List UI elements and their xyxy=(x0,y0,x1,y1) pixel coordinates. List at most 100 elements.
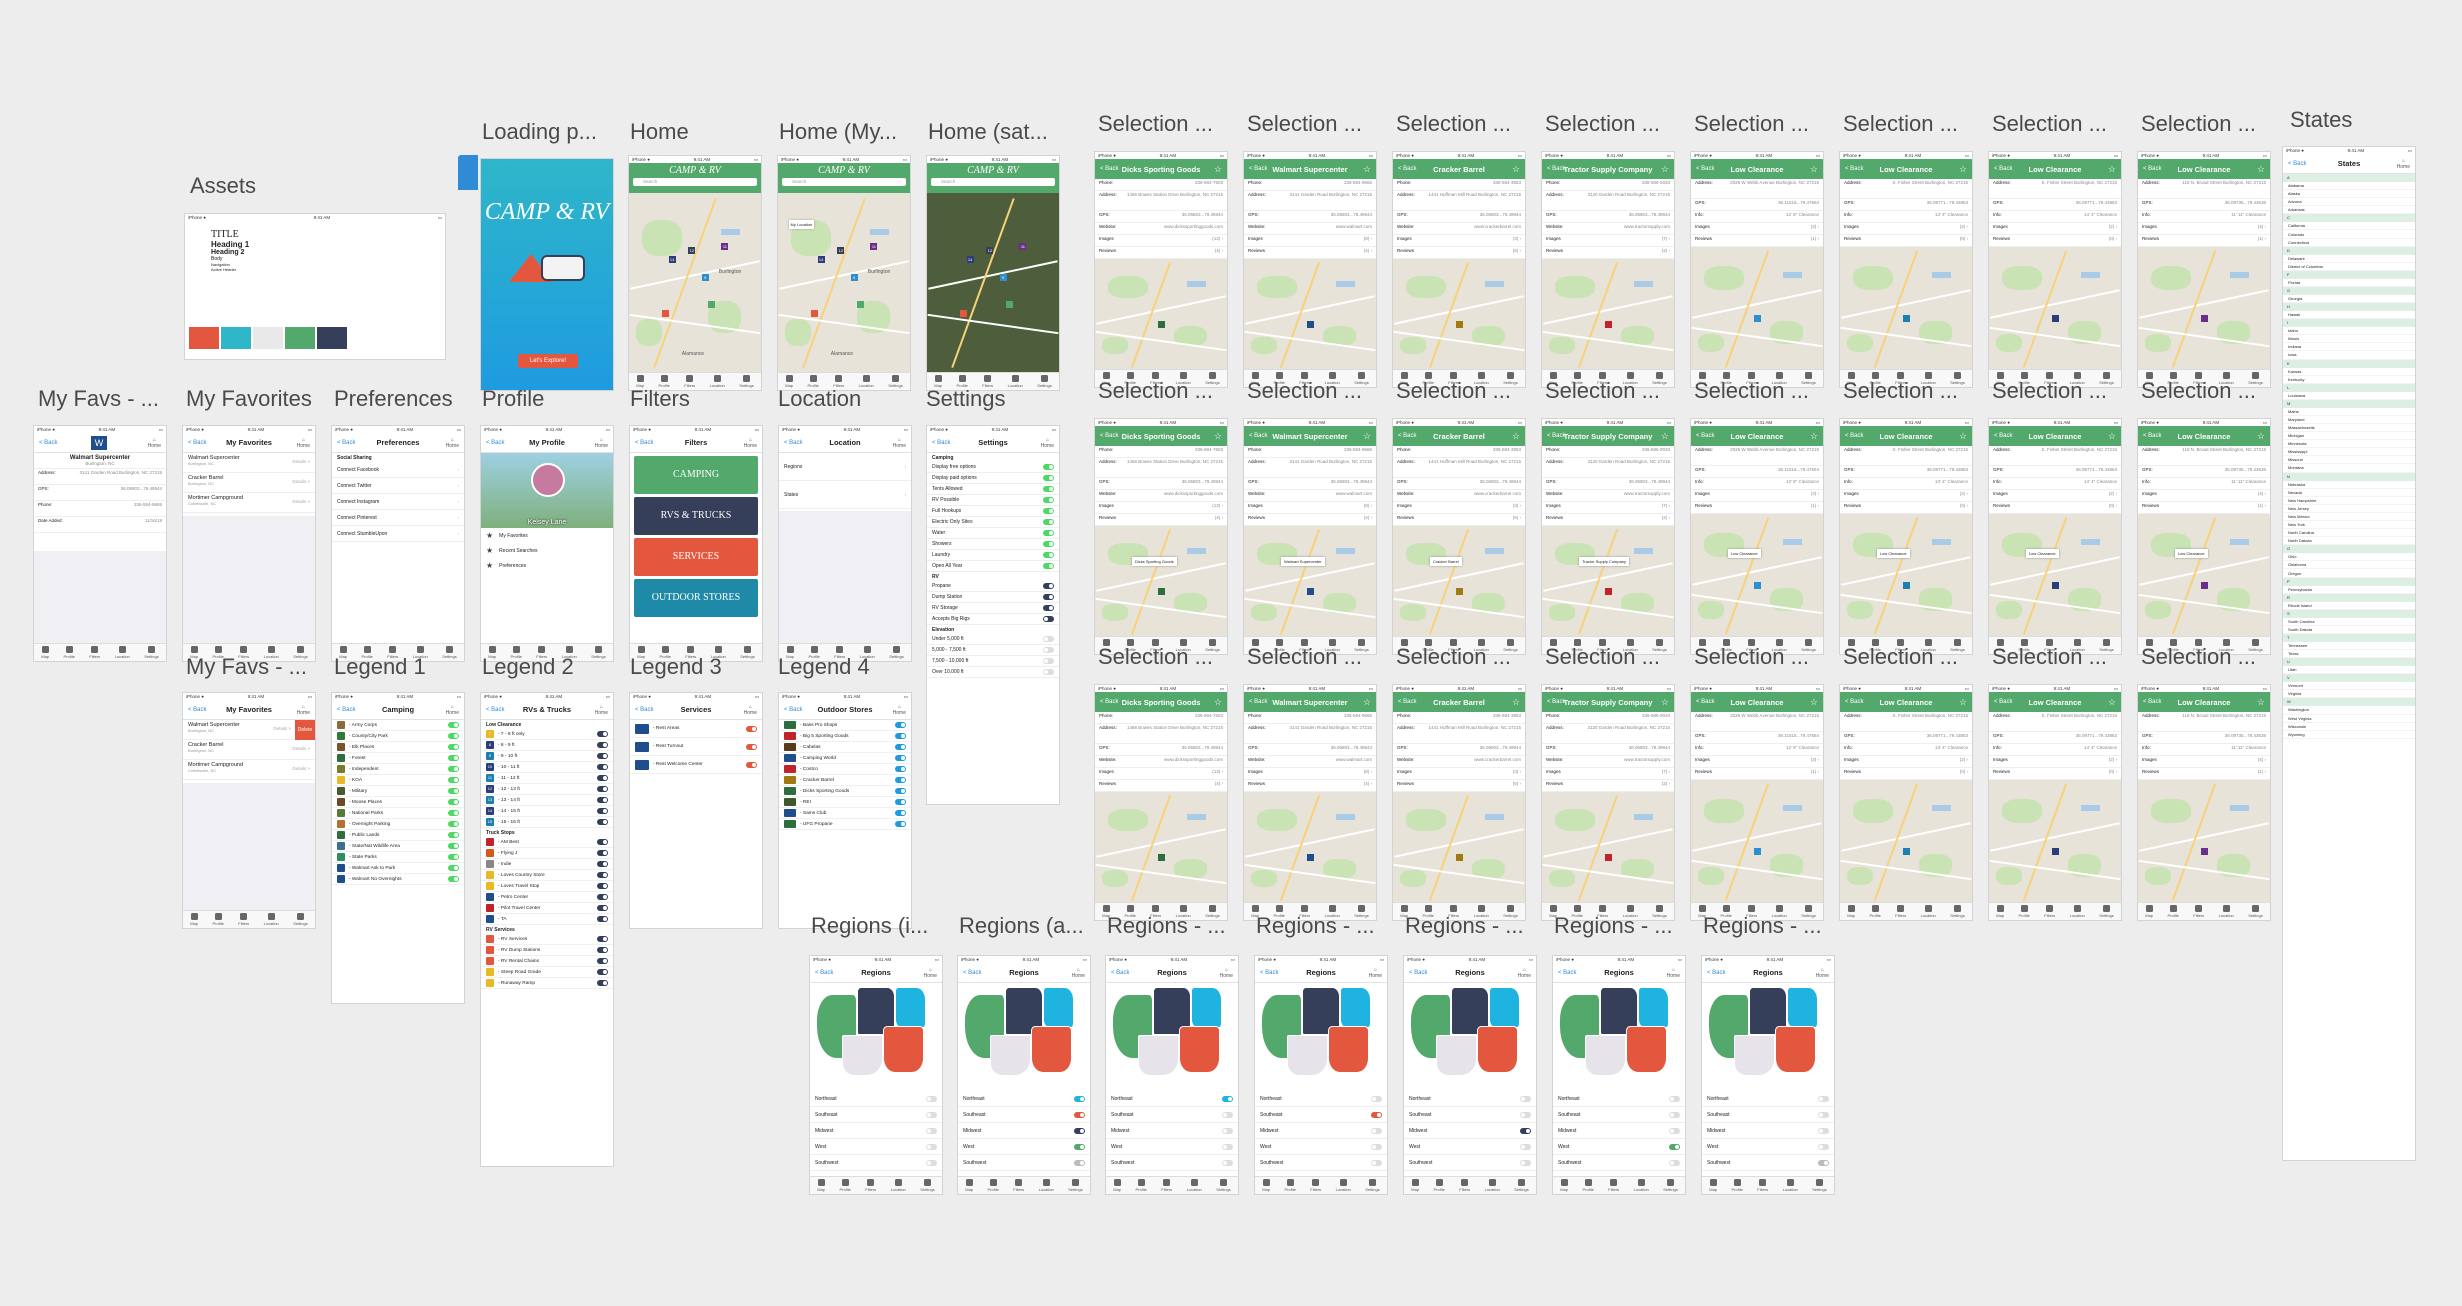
home-button[interactable]: ⌂ Home xyxy=(924,967,937,979)
home-artboard[interactable]: iPhone ● 9:41 AM ▭ CAMP & RV Search 14 12 9 11 Bu… xyxy=(628,155,762,391)
tab-map[interactable]: Map xyxy=(1549,905,1557,918)
artboard-label[interactable]: Selection ... xyxy=(1992,378,2107,403)
details-link[interactable]: Details > xyxy=(292,479,310,484)
detail-row[interactable]: GPS: 36.09735...79.43636 xyxy=(2138,466,2270,478)
detail-row[interactable]: Website: www.walmart.com xyxy=(1244,223,1376,235)
tab-profile[interactable]: Profile xyxy=(212,913,224,926)
map-pin[interactable] xyxy=(1903,848,1911,856)
tab-settings[interactable]: Settings xyxy=(1652,905,1667,918)
tab-settings[interactable]: Settings xyxy=(1365,1179,1380,1192)
selection-artboard[interactable]: iPhone ● 9:41 AM ▭ < Back Low Clearance ☆ Addr… xyxy=(1690,684,1824,921)
detail-row[interactable]: GPS: 36.06803...79.49944 xyxy=(1542,211,1674,223)
star-icon[interactable]: ☆ xyxy=(2107,430,2116,441)
toggle-switch[interactable] xyxy=(895,799,906,805)
toggle-switch[interactable] xyxy=(597,916,608,922)
back-button[interactable]: < Back xyxy=(635,439,654,446)
detail-row[interactable]: Info: 12' 8" Clearance xyxy=(1691,211,1823,223)
tab-map[interactable]: Map xyxy=(1251,905,1259,918)
map-view[interactable] xyxy=(1840,780,1972,904)
tab-profile[interactable]: Profile xyxy=(1273,372,1285,385)
tab-location[interactable]: Location xyxy=(1772,905,1787,918)
detail-row[interactable]: Reviews (1) › xyxy=(2138,502,2270,514)
tab-map[interactable]: Map xyxy=(1251,372,1259,385)
tab-settings[interactable]: Settings xyxy=(740,646,755,659)
state-item[interactable]: Colorado xyxy=(2283,230,2415,239)
home-button[interactable]: ⌂ Home xyxy=(1072,967,1085,979)
region-southeast[interactable] xyxy=(883,1025,924,1074)
tab-settings[interactable]: Settings xyxy=(2248,639,2263,652)
back-button[interactable]: < Back xyxy=(1994,166,2013,172)
tab-settings[interactable]: Settings xyxy=(2248,372,2263,385)
star-icon[interactable]: ☆ xyxy=(1362,696,1371,707)
tab-location[interactable]: Location xyxy=(891,1179,906,1192)
back-button[interactable]: < Back xyxy=(1249,699,1268,705)
detail-row[interactable]: Info: 14' 4" Clearance xyxy=(1989,211,2121,223)
map-view[interactable] xyxy=(1840,247,1972,371)
toggle-switch[interactable] xyxy=(1043,583,1054,589)
tab-map[interactable]: Map xyxy=(965,1179,973,1192)
detail-row[interactable]: Reviews (5) › xyxy=(1393,514,1525,526)
tab-profile[interactable]: Profile xyxy=(658,375,670,388)
back-button[interactable]: < Back xyxy=(963,969,982,976)
tab-location[interactable]: Location xyxy=(1474,372,1489,385)
detail-row[interactable]: Reviews (1) › xyxy=(1691,235,1823,247)
state-item[interactable]: Massachusetts xyxy=(2283,424,2415,433)
tab-location[interactable]: Location xyxy=(2219,372,2234,385)
selection-artboard[interactable]: iPhone ● 9:41 AM ▭ < Back Low Clearance ☆ Addr… xyxy=(1690,151,1824,388)
map-pin[interactable] xyxy=(1754,848,1762,856)
region-west[interactable] xyxy=(816,994,857,1059)
tab-map[interactable]: Map xyxy=(1560,1179,1568,1192)
artboard-label[interactable]: Legend 2 xyxy=(482,654,574,679)
detail-row[interactable]: Phone: 336-584-7603 xyxy=(1095,446,1227,458)
profile-menu-item[interactable]: ★ Recent Searches xyxy=(481,543,613,558)
regions-artboard[interactable]: iPhone ● 9:41 AM ▭ < Back Regions ⌂ Home Northe… xyxy=(1701,955,1835,1195)
state-item[interactable]: Iowa xyxy=(2283,351,2415,360)
back-button[interactable]: < Back xyxy=(1547,166,1566,172)
detail-row[interactable]: Website: www.tractorsupply.com xyxy=(1542,490,1674,502)
my-favorites-artboard[interactable]: iPhone ● 9:41 AM ▭ < Back My Favorites ⌂ Home W… xyxy=(182,425,316,662)
back-button[interactable]: < Back xyxy=(815,969,834,976)
location-artboard[interactable]: iPhone ● 9:41 AM ▭ < Back Location ⌂ Home Regio… xyxy=(778,425,912,662)
tab-filters[interactable]: Filters xyxy=(1746,639,1757,652)
tab-map[interactable]: Map xyxy=(786,646,794,659)
toggle-switch[interactable] xyxy=(1043,605,1054,611)
tab-settings[interactable]: Settings xyxy=(1354,639,1369,652)
tab-profile[interactable]: Profile xyxy=(1571,639,1583,652)
back-button[interactable]: < Back xyxy=(1696,699,1715,705)
toggle-switch[interactable] xyxy=(1043,647,1054,653)
detail-row[interactable]: GPS: 36.09771...79.43863 xyxy=(1840,466,1972,478)
detail-row[interactable]: GPS: 36.06803...79.49944 xyxy=(1393,744,1525,756)
map-pin[interactable] xyxy=(1456,320,1464,328)
toggle-switch[interactable] xyxy=(1043,658,1054,664)
detail-row[interactable]: Website: www.dickssportinggoods.com xyxy=(1095,756,1227,768)
state-item[interactable]: Virginia xyxy=(2283,690,2415,699)
detail-row[interactable]: Address: S. Fisher Street Burlington, NC … xyxy=(1989,712,2121,732)
filter-card[interactable]: RVS & TRUCKS xyxy=(634,497,758,535)
toggle-switch[interactable] xyxy=(746,761,757,768)
detail-row[interactable]: Address: 118 N. Broad Street Burlington, … xyxy=(2138,179,2270,199)
region-southeast[interactable] xyxy=(1775,1025,1816,1074)
detail-row[interactable]: Images (3) › xyxy=(1393,768,1525,780)
detail-row[interactable]: Images (2) › xyxy=(1840,490,1972,502)
detail-row[interactable]: Phone: 336-584-3853 xyxy=(1393,712,1525,724)
state-item[interactable]: Kentucky xyxy=(2283,376,2415,384)
toggle-switch[interactable] xyxy=(597,850,608,856)
us-map[interactable] xyxy=(1559,987,1679,1079)
artboard-label[interactable]: Legend 1 xyxy=(334,654,426,679)
home-button[interactable]: ⌂ Home xyxy=(1667,967,1680,979)
artboard-label[interactable]: Selection ... xyxy=(1396,644,1511,669)
tab-profile[interactable]: Profile xyxy=(1124,905,1136,918)
preference-item[interactable]: Connect Twitter › xyxy=(332,478,464,494)
detail-row[interactable]: GPS: 36.09771...79.43863 xyxy=(1989,466,2121,478)
toggle-switch[interactable] xyxy=(597,753,608,759)
tab-map[interactable]: Map xyxy=(1847,639,1855,652)
map-view[interactable]: Cracker Barrel xyxy=(1393,526,1525,638)
regions-artboard[interactable]: iPhone ● 9:41 AM ▭ < Back Regions ⌂ Home Northe… xyxy=(809,955,943,1195)
tab-map[interactable]: Map xyxy=(1698,905,1706,918)
toggle-switch[interactable] xyxy=(1371,1159,1382,1166)
detail-row[interactable]: Address: S. Fisher Street Burlington, NC … xyxy=(1840,179,1972,199)
detail-row[interactable]: Address: 3141 Garden Road Burlington, NC … xyxy=(1244,458,1376,478)
tab-map[interactable]: Map xyxy=(1411,1179,1419,1192)
state-item[interactable]: New York xyxy=(2283,521,2415,530)
back-button[interactable]: < Back xyxy=(1845,433,1864,439)
